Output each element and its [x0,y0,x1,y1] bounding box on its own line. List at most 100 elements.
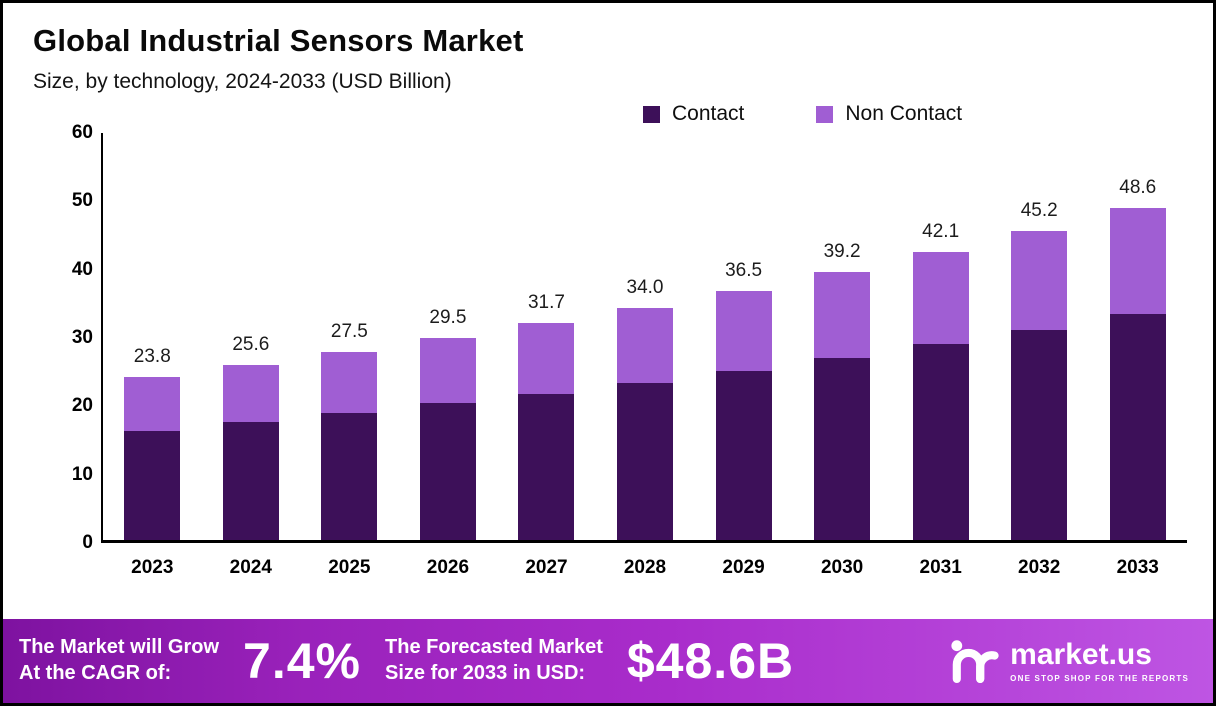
x-axis-label: 2031 [919,557,962,578]
bar-segment-contact [419,403,476,540]
forecast-label: The Forecasted Market Size for 2033 in U… [385,635,603,686]
legend-label: Non Contact [845,102,963,125]
bar-column: 42.1 2031 [891,133,990,578]
y-tick-label: 0 [82,532,93,553]
bar-segment-non-contact [321,352,378,413]
stacked-bar [1109,207,1166,540]
stacked-bar [321,352,378,540]
stacked-bar [518,323,575,540]
forecast-label-line2: Size for 2033 in USD: [385,662,586,684]
bar-column: 48.6 2033 [1088,133,1187,578]
y-tick-label: 50 [71,190,93,212]
bar-segment-non-contact [518,323,575,395]
x-axis-label: 2026 [426,557,470,578]
x-axis-label: 2032 [1018,557,1061,578]
bar-total-label: 36.5 [725,259,763,281]
legend-swatch [816,105,834,123]
bar-column: 27.5 2025 [300,133,399,578]
bar-segment-contact [617,382,673,540]
bar-total-label: 45.2 [1020,200,1058,222]
bar-total-label: 23.8 [133,346,171,368]
y-tick-label: 30 [71,327,93,348]
bar-segment-contact [814,358,871,540]
bar-segment-contact [124,430,181,540]
bar-column: 39.2 2030 [793,133,892,578]
bar-segment-non-contact [1109,207,1166,314]
bar-segment-contact [222,421,279,540]
bar-segment-contact [1109,313,1166,540]
bar-segment-non-contact [419,338,476,404]
bar-segment-contact [912,343,969,540]
y-tick-label: 20 [71,395,93,417]
legend-label: Contact [672,102,745,125]
plot-area: 23.8 2023 25.6 2024 27.5 2025 29.5 2026 31.7 2027… [101,133,1187,578]
cagr-label-line2: At the CAGR of: [19,662,172,684]
x-axis-label: 2028 [623,557,667,578]
bar-total-label: 48.6 [1119,176,1157,198]
legend-swatch [643,105,660,123]
bar-total-label: 27.5 [330,321,368,343]
bar-total-label: 25.6 [232,334,270,356]
y-tick-label: 40 [71,258,93,280]
forecast-label-line1: The Forecasted Market [385,636,603,659]
brand-tagline: ONE STOP SHOP FOR THE REPORTS [1010,673,1189,683]
x-axis-label: 2025 [328,557,371,578]
bar-column: 31.7 2027 [497,133,596,578]
bar-segment-non-contact [1011,231,1068,331]
stacked-bar [912,252,969,540]
x-axis-label: 2033 [1116,557,1159,578]
x-axis-label: 2030 [820,557,864,578]
bar-total-label: 34.0 [626,276,664,298]
x-axis-label: 2029 [722,557,765,578]
bar-segment-contact [1011,330,1068,540]
bar-total-label: 29.5 [429,307,467,329]
chart-area: 0 10 20 30 40 50 60 23.8 2023 25.6 2024 27.5 2025 29… [31,122,1187,603]
bar-segment-non-contact [617,307,673,383]
bar-segment-contact [321,412,378,540]
bar-column: 34.0 2028 [596,133,695,578]
bar-segment-non-contact [222,365,279,422]
page-title: Global Industrial Sensors Market [33,23,524,58]
bar-segment-non-contact [124,377,181,431]
cagr-label-line1: The Market will Grow [19,636,220,659]
cagr-value: 7.4% [243,633,362,689]
bar-column: 25.6 2024 [202,133,301,578]
bar-segment-non-contact [814,272,871,359]
stacked-bar [715,290,772,540]
x-axis-label: 2024 [229,557,272,578]
bar-column: 23.8 2023 [103,133,202,578]
x-axis-label: 2023 [131,557,174,578]
brand-name: market.us [1010,637,1152,671]
bar-segment-contact [715,370,772,540]
legend-item: Non Contact [816,102,962,126]
brand-logo: market.us ONE STOP SHOP FOR THE REPORTS [946,634,1197,688]
stacked-bar [617,307,673,540]
chart-subtitle: Size, by technology, 2024-2033 (USD Bill… [33,70,452,93]
brand-text: market.us ONE STOP SHOP FOR THE REPORTS [1010,637,1189,683]
forecast-value: $48.6B [626,633,795,689]
footer-banner: The Market will Grow At the CAGR of: 7.4… [3,619,1213,703]
legend: Contact Non Contact [643,102,962,126]
stacked-bar [814,272,871,540]
marketus-logo-icon [951,640,999,684]
y-tick-label: 60 [71,122,93,143]
bar-column: 29.5 2026 [399,133,498,578]
stacked-bar [419,338,476,540]
bar-segment-non-contact [912,252,969,344]
stacked-bar [124,377,181,540]
bar-segment-contact [518,394,575,540]
bar-total-label: 42.1 [922,221,960,243]
stacked-bar [222,365,279,540]
bar-total-label: 39.2 [823,241,861,263]
stacked-bar [1011,231,1068,540]
bar-column: 45.2 2032 [990,133,1089,578]
cagr-label: The Market will Grow At the CAGR of: [19,635,219,686]
bar-total-label: 31.7 [527,292,565,314]
bar-column: 36.5 2029 [694,133,793,578]
bar-segment-non-contact [715,290,772,371]
y-axis: 0 10 20 30 40 50 60 [31,122,93,553]
legend-item: Contact [643,102,744,126]
chart-header: Global Industrial Sensors Market Size, b… [3,3,1213,94]
x-axis-label: 2027 [525,557,568,578]
